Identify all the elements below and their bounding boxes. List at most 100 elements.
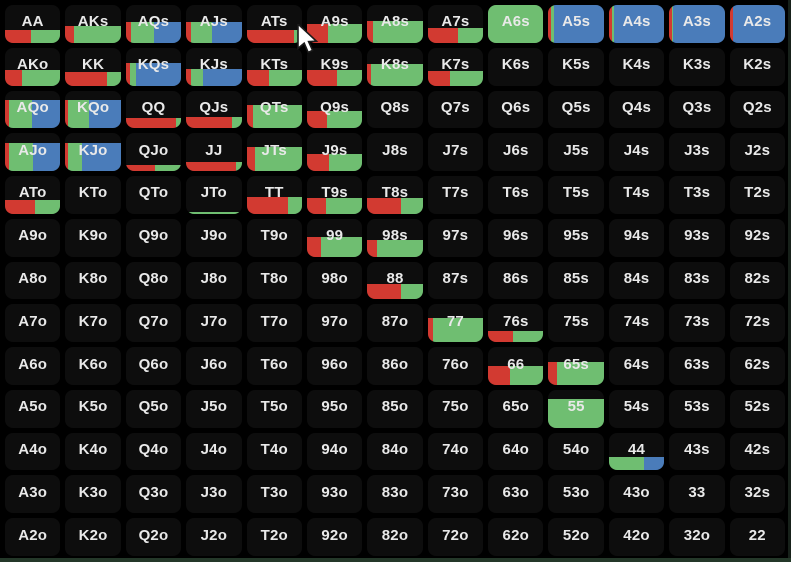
hand-cell-T9o[interactable]: T9o [246,218,302,257]
hand-cell-76o[interactable]: 76o [427,347,484,385]
hand-cell-K6o[interactable]: K6o [65,347,121,385]
hand-cell-T7s[interactable]: T7s [427,176,484,214]
hand-cell-AQo[interactable]: AQo [5,90,61,129]
hand-cell-62s[interactable]: 62s [729,347,785,385]
hand-cell-A4o[interactable]: A4o [5,432,61,471]
hand-cell-QTs[interactable]: QTs [246,90,302,129]
hand-cell-94s[interactable]: 94s [608,218,665,257]
hand-cell-K8s[interactable]: K8s [367,47,423,86]
hand-cell-A5o[interactable]: A5o [5,389,61,428]
hand-cell-K4s[interactable]: K4s [608,47,665,86]
hand-cell-75s[interactable]: 75s [548,304,604,343]
hand-cell-75o[interactable]: 75o [427,389,484,428]
hand-cell-K9o[interactable]: K9o [65,218,121,257]
hand-cell-A2o[interactable]: A2o [5,518,61,556]
hand-cell-J4o[interactable]: J4o [186,432,242,471]
hand-cell-63s[interactable]: 63s [669,347,725,385]
hand-cell-55[interactable]: 55 [548,389,604,428]
hand-cell-86s[interactable]: 86s [488,261,544,300]
hand-cell-53o[interactable]: 53o [548,475,604,514]
hand-cell-A6o[interactable]: A6o [5,347,61,385]
hand-cell-J9o[interactable]: J9o [186,218,242,257]
hand-cell-AKo[interactable]: AKo [5,47,61,86]
hand-cell-T4o[interactable]: T4o [246,432,302,471]
hand-cell-52s[interactable]: 52s [729,389,785,428]
hand-cell-J7o[interactable]: J7o [186,304,242,343]
hand-cell-T4s[interactable]: T4s [608,176,665,214]
hand-cell-84s[interactable]: 84s [608,261,665,300]
hand-cell-77[interactable]: 77 [427,304,484,343]
hand-cell-85o[interactable]: 85o [367,389,423,428]
hand-cell-98s[interactable]: 98s [367,218,423,257]
hand-cell-KJs[interactable]: KJs [186,47,242,86]
hand-cell-Q2s[interactable]: Q2s [729,90,785,129]
hand-cell-66[interactable]: 66 [488,347,544,385]
hand-cell-A3o[interactable]: A3o [5,475,61,514]
hand-cell-82o[interactable]: 82o [367,518,423,556]
hand-cell-65o[interactable]: 65o [488,389,544,428]
hand-cell-ATs[interactable]: ATs [246,5,302,43]
hand-cell-J8o[interactable]: J8o [186,261,242,300]
hand-cell-T9s[interactable]: T9s [306,176,363,214]
hand-cell-54o[interactable]: 54o [548,432,604,471]
hand-cell-A8s[interactable]: A8s [367,5,423,43]
hand-cell-73o[interactable]: 73o [427,475,484,514]
hand-cell-K5s[interactable]: K5s [548,47,604,86]
hand-cell-K6s[interactable]: K6s [488,47,544,86]
hand-cell-QJo[interactable]: QJo [125,133,182,172]
hand-cell-J4s[interactable]: J4s [608,133,665,172]
hand-cell-97s[interactable]: 97s [427,218,484,257]
hand-cell-82s[interactable]: 82s [729,261,785,300]
hand-cell-J6o[interactable]: J6o [186,347,242,385]
hand-cell-J5o[interactable]: J5o [186,389,242,428]
hand-cell-J9s[interactable]: J9s [306,133,363,172]
hand-cell-86o[interactable]: 86o [367,347,423,385]
hand-cell-Q2o[interactable]: Q2o [125,518,182,556]
hand-cell-KQs[interactable]: KQs [125,47,182,86]
hand-cell-92s[interactable]: 92s [729,218,785,257]
hand-cell-93o[interactable]: 93o [306,475,363,514]
hand-cell-Q3o[interactable]: Q3o [125,475,182,514]
hand-cell-AJo[interactable]: AJo [5,133,61,172]
hand-cell-KJo[interactable]: KJo [65,133,121,172]
hand-cell-96o[interactable]: 96o [306,347,363,385]
hand-cell-Q5o[interactable]: Q5o [125,389,182,428]
hand-cell-32s[interactable]: 32s [729,475,785,514]
hand-cell-T2s[interactable]: T2s [729,176,785,214]
hand-cell-K3o[interactable]: K3o [65,475,121,514]
hand-cell-Q6o[interactable]: Q6o [125,347,182,385]
hand-cell-85s[interactable]: 85s [548,261,604,300]
hand-cell-87o[interactable]: 87o [367,304,423,343]
hand-cell-KQo[interactable]: KQo [65,90,121,129]
hand-cell-A7o[interactable]: A7o [5,304,61,343]
hand-cell-Q4s[interactable]: Q4s [608,90,665,129]
hand-cell-K2s[interactable]: K2s [729,47,785,86]
hand-cell-Q7o[interactable]: Q7o [125,304,182,343]
hand-cell-JJ[interactable]: JJ [186,133,242,172]
hand-cell-AA[interactable]: AA [5,5,61,43]
hand-cell-Q7s[interactable]: Q7s [427,90,484,129]
hand-cell-22[interactable]: 22 [729,518,785,556]
hand-cell-65s[interactable]: 65s [548,347,604,385]
hand-cell-J5s[interactable]: J5s [548,133,604,172]
hand-cell-Q8o[interactable]: Q8o [125,261,182,300]
hand-cell-A6s[interactable]: A6s [488,5,544,43]
hand-cell-K7o[interactable]: K7o [65,304,121,343]
hand-cell-QTo[interactable]: QTo [125,176,182,214]
hand-cell-87s[interactable]: 87s [427,261,484,300]
hand-cell-84o[interactable]: 84o [367,432,423,471]
hand-cell-T5o[interactable]: T5o [246,389,302,428]
hand-cell-Q3s[interactable]: Q3s [669,90,725,129]
hand-cell-T7o[interactable]: T7o [246,304,302,343]
hand-cell-J3s[interactable]: J3s [669,133,725,172]
hand-cell-A2s[interactable]: A2s [729,5,785,43]
hand-cell-Q9o[interactable]: Q9o [125,218,182,257]
hand-cell-Q5s[interactable]: Q5s [548,90,604,129]
hand-cell-A9s[interactable]: A9s [306,5,363,43]
hand-cell-64o[interactable]: 64o [488,432,544,471]
hand-cell-T2o[interactable]: T2o [246,518,302,556]
hand-cell-83s[interactable]: 83s [669,261,725,300]
hand-cell-J2o[interactable]: J2o [186,518,242,556]
hand-cell-Q6s[interactable]: Q6s [488,90,544,129]
hand-cell-A8o[interactable]: A8o [5,261,61,300]
